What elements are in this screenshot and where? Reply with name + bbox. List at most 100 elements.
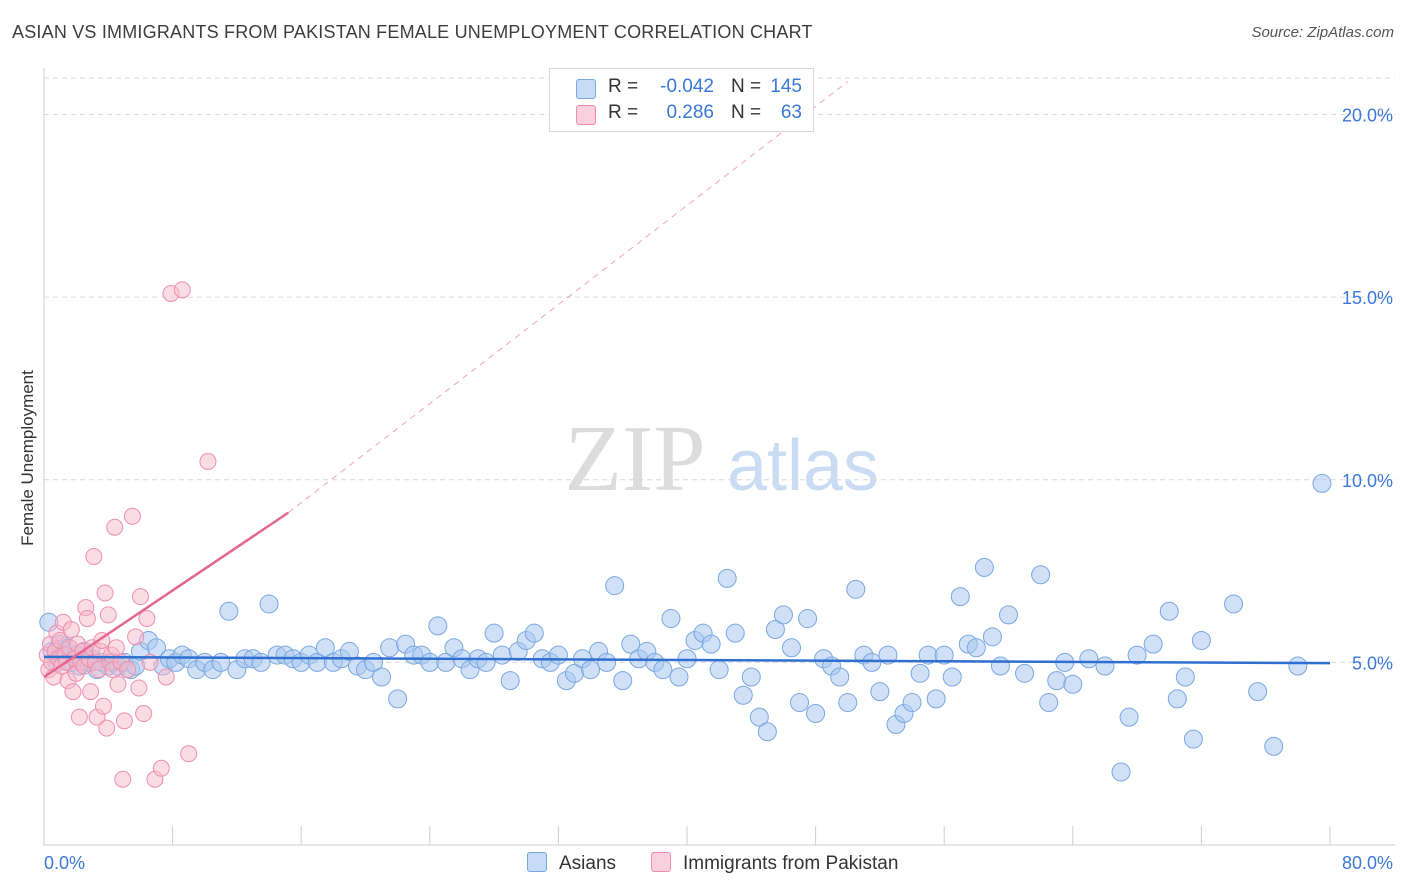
- pakistan-point: [152, 759, 170, 777]
- asian-point: [219, 601, 239, 621]
- asian-point: [733, 685, 753, 705]
- legend-n-label: N =: [731, 76, 762, 97]
- asian-point: [1079, 649, 1099, 669]
- asian-point: [862, 652, 882, 672]
- asian-point: [773, 605, 793, 625]
- pakistan-point: [96, 584, 114, 602]
- pakistan-point: [123, 507, 141, 525]
- asian-point: [1015, 663, 1035, 683]
- asian-point: [757, 722, 777, 742]
- asian-point: [999, 605, 1018, 625]
- asian-point: [380, 638, 400, 658]
- pakistan-point: [131, 588, 149, 606]
- pakistan-point: [107, 639, 125, 657]
- series-legend: Asians Immigrants from Pakistan: [0, 852, 1406, 878]
- asian-point: [1119, 707, 1139, 727]
- watermark-atlas: atlas: [727, 426, 879, 506]
- asian-point: [926, 689, 946, 709]
- legend-n-label: N =: [731, 102, 762, 123]
- asian-point: [838, 693, 858, 713]
- pakistan-point: [78, 610, 96, 628]
- asian-point: [669, 667, 689, 687]
- asian-point: [621, 634, 641, 654]
- asian-point: [749, 707, 769, 727]
- source-label: Source: ZipAtlas.com: [1251, 24, 1394, 41]
- asian-point: [1288, 656, 1308, 676]
- asian-point: [701, 634, 721, 654]
- pakistan-point: [98, 719, 116, 737]
- legend-n-value: 63: [780, 102, 802, 123]
- asian-point: [1095, 656, 1115, 676]
- pakistan-point: [94, 697, 112, 715]
- asian-point: [1183, 729, 1203, 749]
- asian-point: [1111, 762, 1131, 782]
- asian-point: [597, 652, 617, 672]
- pakistan-point: [106, 518, 124, 536]
- pakistan-legend-swatch: [651, 852, 671, 872]
- asian-point: [661, 609, 681, 629]
- asian-point: [990, 656, 1010, 676]
- pakistan-point: [114, 770, 132, 788]
- asian-point: [765, 620, 785, 640]
- asian-point: [1031, 565, 1051, 585]
- asian-point: [1224, 594, 1244, 614]
- pakistan-point: [62, 621, 80, 639]
- asian-point: [581, 660, 601, 680]
- x-tick-label-min: 0.0%: [44, 853, 85, 873]
- pakistan-trendline: [43, 511, 290, 679]
- asian-point: [781, 638, 801, 658]
- pakistan-point: [199, 453, 217, 470]
- correlation-legend: R = -0.042 N = 145 R = 0.286 N = 63: [549, 68, 814, 132]
- watermark-zip: ZIP: [565, 407, 706, 511]
- asian-point: [339, 641, 359, 661]
- pakistan-point: [70, 708, 88, 726]
- asian-point: [830, 667, 850, 687]
- pakistan-point: [109, 675, 127, 693]
- pakistan-point: [99, 606, 117, 624]
- x-tick-label-max: 80.0%: [1342, 853, 1393, 873]
- asian-point: [388, 689, 408, 709]
- pakistan-trendline-extension: [288, 81, 849, 514]
- asians-swatch: [576, 79, 596, 99]
- legend-item-asians: Asians: [527, 852, 616, 875]
- asian-point: [717, 568, 737, 588]
- asian-point: [709, 660, 729, 680]
- legend-r-label: R =: [608, 102, 639, 123]
- asian-point: [934, 645, 954, 665]
- asian-point: [741, 667, 761, 687]
- legend-r-value: 0.286: [666, 102, 714, 123]
- pakistan-point: [119, 661, 137, 679]
- asian-point: [1063, 674, 1083, 694]
- legend-n-value: 145: [770, 76, 802, 97]
- asian-point: [548, 645, 568, 665]
- y-axis-label: Female Unemployment: [18, 370, 37, 546]
- chart-title: ASIAN VS IMMIGRANTS FROM PAKISTAN FEMALE…: [12, 22, 813, 42]
- asians-legend-swatch: [527, 852, 547, 872]
- pakistan-point: [138, 610, 156, 628]
- pakistan-point: [115, 712, 133, 730]
- asian-point: [1039, 693, 1059, 713]
- legend-row-asians: R = -0.042 N = 145: [550, 76, 813, 100]
- pakistan-point: [180, 745, 198, 763]
- y-tick-label: 15.0%: [1342, 288, 1393, 308]
- pakistan-point: [85, 547, 103, 565]
- asian-point: [1143, 634, 1163, 654]
- asian-trendline: [43, 655, 1331, 665]
- asian-point: [613, 671, 633, 691]
- pakistan-point: [157, 668, 175, 686]
- pakistan-legend-label: Immigrants from Pakistan: [683, 853, 899, 874]
- asian-point: [1175, 667, 1195, 687]
- asian-point: [653, 660, 673, 680]
- pakistan-point: [130, 679, 148, 697]
- legend-r-label: R =: [608, 76, 639, 97]
- asian-point: [492, 645, 512, 665]
- asian-point: [846, 579, 866, 599]
- asian-point: [942, 667, 962, 687]
- asian-point: [1127, 645, 1147, 665]
- pakistan-point: [64, 683, 82, 701]
- asian-point: [259, 594, 279, 614]
- asian-point: [798, 609, 818, 629]
- asian-point: [1047, 671, 1067, 691]
- asian-point: [524, 623, 544, 643]
